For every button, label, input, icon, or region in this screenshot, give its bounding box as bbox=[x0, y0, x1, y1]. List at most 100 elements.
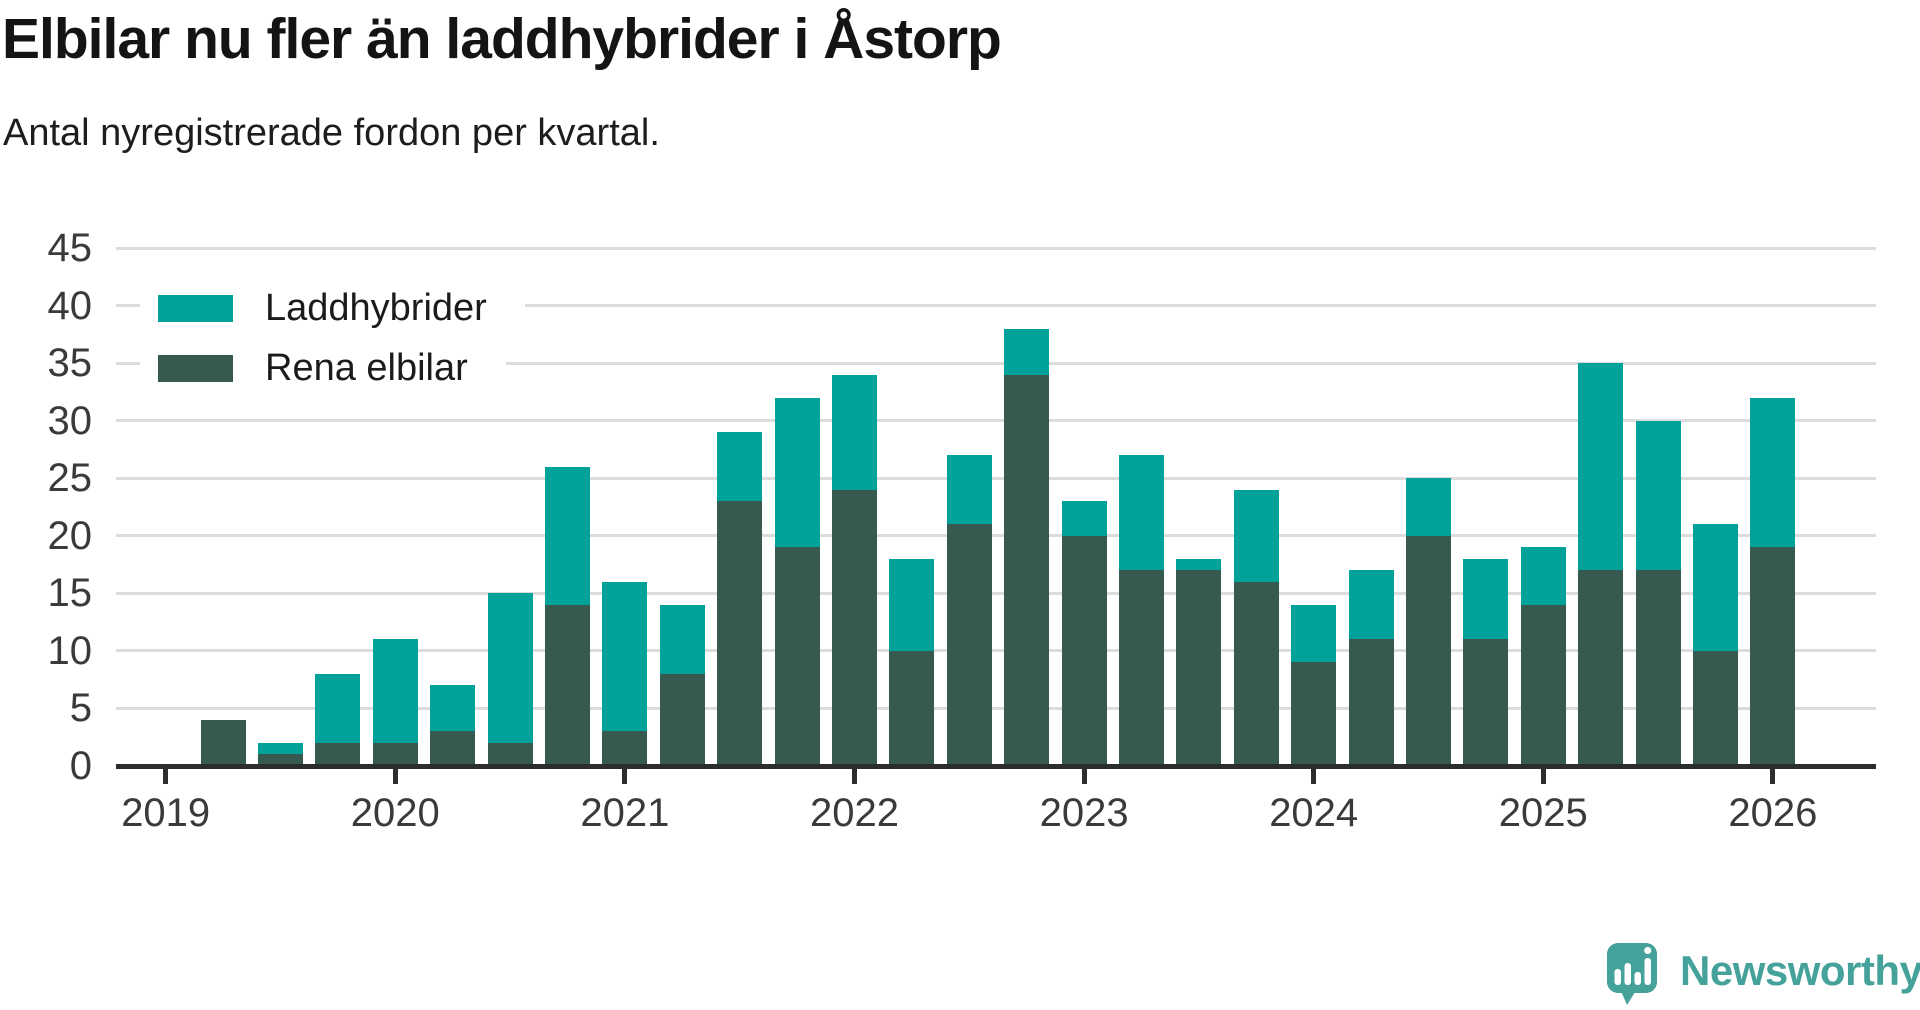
bar-segment-laddhybrider bbox=[372, 639, 418, 743]
x-tick-label: 2019 bbox=[121, 791, 211, 835]
bar-segment-laddhybrider bbox=[1693, 524, 1738, 651]
x-tick bbox=[622, 769, 628, 784]
legend-label-rena-elbilar: Rena elbilar bbox=[265, 347, 468, 389]
y-tick-label: 45 bbox=[47, 226, 93, 270]
bar-segment-laddhybrider bbox=[602, 581, 648, 732]
newsworthy-logo: Newsworthy bbox=[1606, 942, 1920, 1006]
bar-segment-laddhybrider bbox=[774, 397, 820, 548]
bar-segment-laddhybrider bbox=[717, 432, 763, 502]
x-tick-label: 2026 bbox=[1728, 791, 1818, 835]
y-tick-label: 15 bbox=[47, 571, 93, 616]
bar-segment-laddhybrider bbox=[545, 466, 590, 605]
bar-segment-laddhybrider bbox=[430, 685, 476, 732]
bar-segment-rena-elbilar bbox=[1004, 374, 1050, 766]
bar-segment-rena-elbilar bbox=[487, 742, 533, 766]
bar-segment-rena-elbilar bbox=[545, 604, 590, 766]
y-tick-label: 35 bbox=[47, 341, 93, 386]
bar-segment-rena-elbilar bbox=[1520, 604, 1566, 766]
bar-segment-rena-elbilar bbox=[1635, 570, 1681, 766]
x-tick bbox=[852, 769, 857, 784]
chart-title: Elbilar nu fler än laddhybrider i Åstorp bbox=[2, 7, 1002, 71]
x-tick bbox=[1081, 769, 1087, 784]
y-tick-label: 40 bbox=[47, 283, 93, 328]
bar-segment-laddhybrider bbox=[1119, 455, 1164, 571]
bar-segment-rena-elbilar bbox=[602, 731, 648, 766]
bar-segment-rena-elbilar bbox=[1406, 535, 1451, 766]
gridline bbox=[116, 246, 1876, 250]
x-tick-label: 2022 bbox=[810, 791, 899, 835]
newsworthy-wordmark: Newsworthy bbox=[1680, 947, 1920, 994]
bar-segment-laddhybrider bbox=[1348, 570, 1394, 640]
bar-segment-laddhybrider bbox=[1291, 604, 1337, 663]
bar-segment-rena-elbilar bbox=[659, 673, 705, 766]
x-tick-label: 2021 bbox=[580, 791, 670, 835]
bar-segment-rena-elbilar bbox=[200, 719, 246, 766]
x-tick-label: 2024 bbox=[1269, 791, 1359, 835]
bar-segment-laddhybrider bbox=[832, 374, 877, 490]
bar-segment-laddhybrider bbox=[1176, 558, 1222, 571]
bar-segment-laddhybrider bbox=[487, 593, 533, 743]
bar-segment-laddhybrider bbox=[1578, 363, 1624, 571]
bar-segment-laddhybrider bbox=[1406, 478, 1451, 536]
bar-segment-rena-elbilar bbox=[1463, 639, 1509, 766]
x-tick bbox=[392, 769, 398, 784]
bar-segment-laddhybrider bbox=[946, 455, 992, 525]
legend-item-laddhybrider: Laddhybrider bbox=[140, 281, 525, 335]
x-tick-label: 2023 bbox=[1039, 791, 1129, 835]
bar-segment-rena-elbilar bbox=[1750, 547, 1796, 766]
gridline bbox=[116, 649, 1876, 653]
bar-segment-laddhybrider bbox=[1061, 501, 1107, 536]
gridline bbox=[116, 591, 1876, 595]
chart-subtitle: Antal nyregistrerade fordon per kvartal. bbox=[3, 112, 660, 154]
x-tick-label: 2020 bbox=[350, 791, 440, 835]
y-tick-label: 30 bbox=[47, 398, 93, 443]
bar-segment-laddhybrider bbox=[1004, 328, 1050, 375]
x-tick bbox=[163, 769, 169, 784]
bar-segment-rena-elbilar bbox=[1348, 639, 1394, 766]
bar-segment-rena-elbilar bbox=[1233, 581, 1279, 766]
bar-segment-rena-elbilar bbox=[315, 742, 361, 766]
legend-item-rena-elbilar: Rena elbilar bbox=[140, 341, 506, 395]
bar-segment-laddhybrider bbox=[1463, 558, 1509, 640]
bar-segment-rena-elbilar bbox=[258, 754, 303, 766]
y-tick-label: 20 bbox=[47, 513, 93, 558]
bar-segment-laddhybrider bbox=[315, 673, 361, 743]
bar-segment-rena-elbilar bbox=[1578, 570, 1624, 766]
x-tick-label: 2025 bbox=[1498, 791, 1588, 835]
gridline bbox=[116, 476, 1876, 480]
bar-segment-laddhybrider bbox=[258, 742, 303, 755]
x-tick bbox=[1311, 769, 1317, 784]
bar-segment-rena-elbilar bbox=[1061, 535, 1107, 766]
bar-segment-laddhybrider bbox=[1520, 547, 1566, 605]
bar-segment-rena-elbilar bbox=[372, 742, 418, 766]
x-tick bbox=[1540, 769, 1546, 784]
x-tick bbox=[1770, 769, 1776, 784]
bar-segment-rena-elbilar bbox=[1693, 650, 1738, 766]
newsworthy-speech-bubble-chart-icon bbox=[1607, 943, 1657, 1005]
y-tick-label: 10 bbox=[47, 628, 93, 673]
bar-segment-rena-elbilar bbox=[430, 731, 476, 766]
bar-segment-rena-elbilar bbox=[1176, 570, 1222, 766]
bar-segment-rena-elbilar bbox=[832, 489, 877, 766]
bar-segment-rena-elbilar bbox=[717, 501, 763, 766]
gridline bbox=[116, 304, 1876, 308]
y-tick-label: 25 bbox=[47, 456, 93, 501]
bar-segment-rena-elbilar bbox=[889, 650, 935, 766]
gridline bbox=[116, 706, 1876, 710]
bar-segment-laddhybrider bbox=[659, 604, 705, 674]
legend-swatch-laddhybrider bbox=[158, 294, 233, 322]
y-tick-label: 0 bbox=[69, 744, 92, 788]
bar-segment-laddhybrider bbox=[889, 558, 935, 651]
bar-segment-laddhybrider bbox=[1635, 420, 1681, 571]
bar-segment-rena-elbilar bbox=[1119, 570, 1164, 766]
gridline bbox=[116, 361, 1876, 365]
bar-segment-laddhybrider bbox=[1750, 397, 1796, 548]
gridline bbox=[116, 534, 1876, 538]
y-tick-label: 5 bbox=[69, 686, 92, 731]
bar-segment-rena-elbilar bbox=[774, 547, 820, 766]
bar-segment-rena-elbilar bbox=[1291, 662, 1337, 766]
legend: Laddhybrider Rena elbilar bbox=[140, 281, 525, 401]
bar-segment-rena-elbilar bbox=[946, 524, 992, 766]
